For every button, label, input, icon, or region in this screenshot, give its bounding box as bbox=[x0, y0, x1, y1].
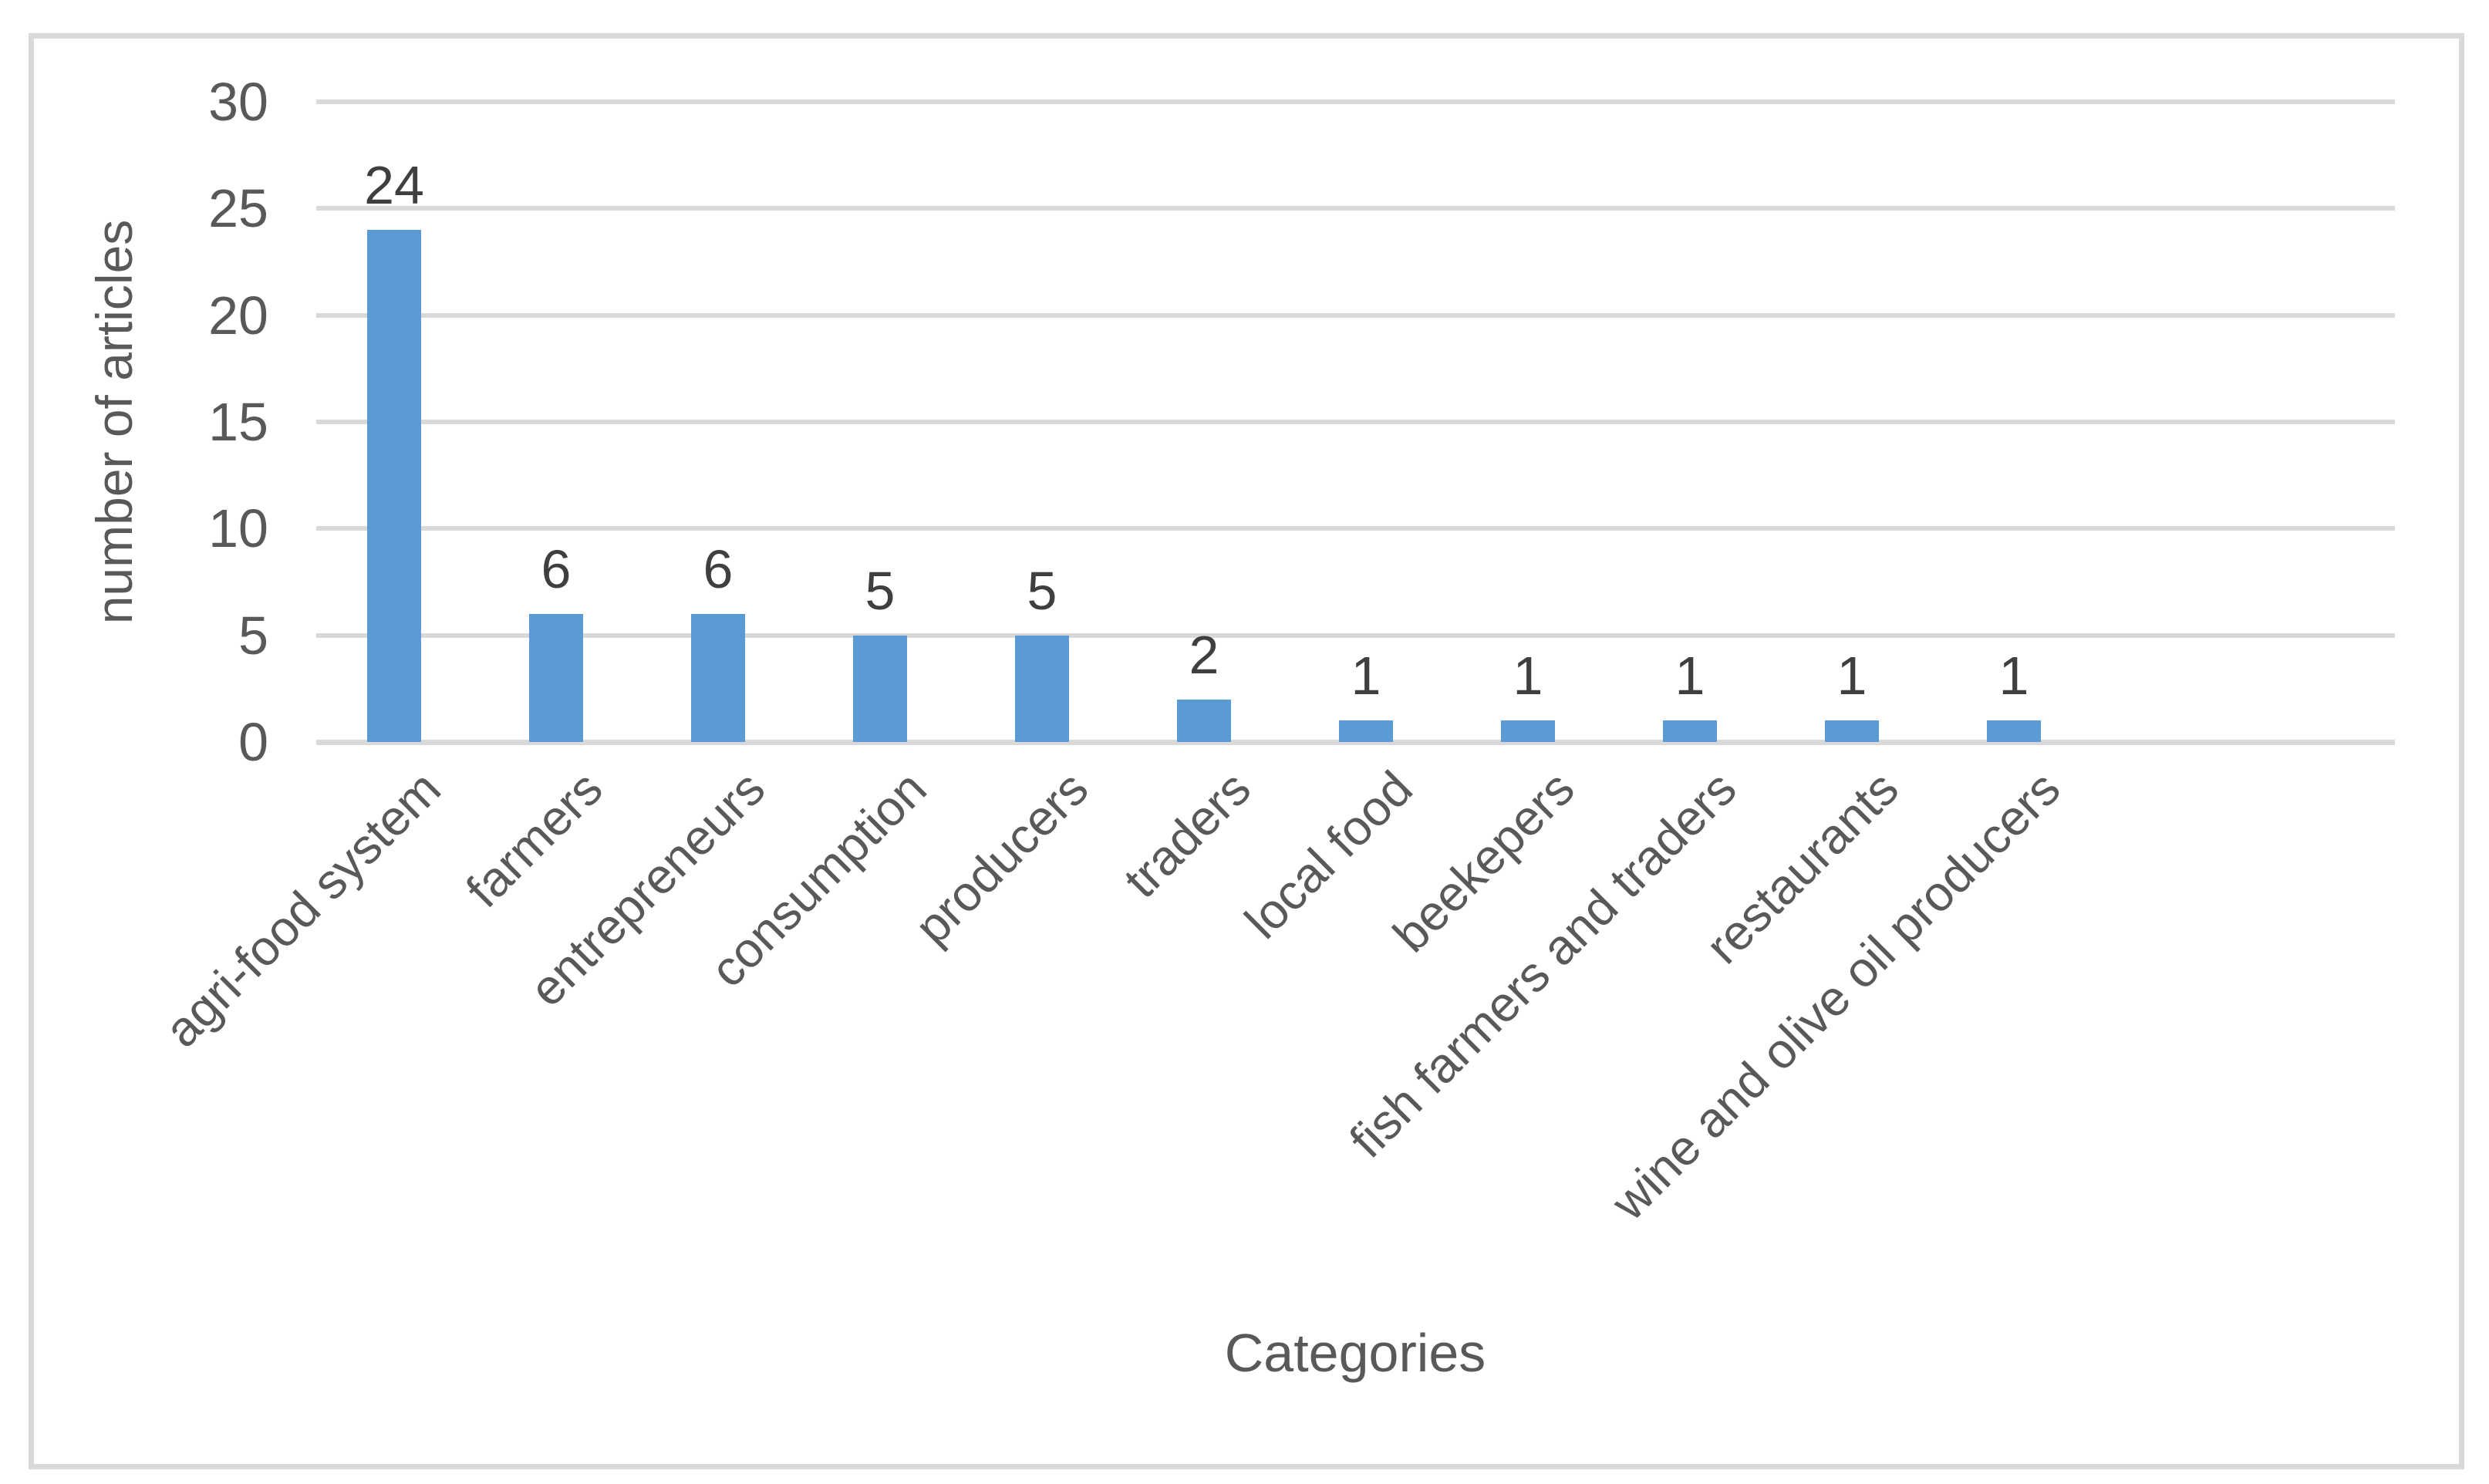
bar-value-label: 5 bbox=[865, 560, 895, 621]
bar bbox=[367, 230, 421, 742]
gridline-y-30 bbox=[316, 99, 2395, 104]
bar-value-label: 6 bbox=[541, 539, 572, 599]
gridline-y-15 bbox=[316, 420, 2395, 424]
bar bbox=[1825, 720, 1879, 742]
bar-value-label: 1 bbox=[1675, 646, 1705, 707]
bar bbox=[1987, 720, 2041, 742]
bar-value-label: 2 bbox=[1189, 624, 1219, 685]
x-category-label: traders bbox=[1113, 760, 1261, 909]
bar bbox=[1501, 720, 1555, 742]
chart-frame bbox=[29, 33, 2464, 1469]
gridline-y-10 bbox=[316, 526, 2395, 531]
bar-value-label: 1 bbox=[1513, 646, 1543, 707]
y-tick-label-30: 30 bbox=[208, 72, 268, 132]
bar bbox=[1015, 635, 1069, 742]
y-tick-label-15: 15 bbox=[208, 392, 268, 452]
gridline-y-20 bbox=[316, 312, 2395, 318]
x-axis-line bbox=[316, 740, 2395, 745]
bar-value-label: 1 bbox=[1351, 646, 1381, 707]
bar-value-label: 6 bbox=[703, 539, 734, 599]
bar bbox=[691, 614, 745, 742]
y-tick-label-5: 5 bbox=[238, 605, 268, 666]
bar bbox=[529, 614, 583, 742]
gridline-y-5 bbox=[316, 632, 2395, 638]
bar-value-label: 1 bbox=[1998, 646, 2029, 707]
bar-value-label: 24 bbox=[364, 155, 424, 215]
bar bbox=[1177, 699, 1231, 742]
bar-value-label: 1 bbox=[1836, 646, 1867, 707]
bar-value-label: 5 bbox=[1027, 560, 1057, 621]
y-tick-label-0: 0 bbox=[238, 712, 268, 772]
bar bbox=[853, 635, 907, 742]
bar bbox=[1663, 720, 1717, 742]
gridline-y-25 bbox=[316, 206, 2395, 211]
y-tick-label-10: 10 bbox=[208, 498, 268, 559]
y-tick-label-20: 20 bbox=[208, 285, 268, 346]
y-tick-label-25: 25 bbox=[208, 178, 268, 239]
x-axis-title: Categories bbox=[1224, 1323, 1486, 1383]
bar bbox=[1339, 720, 1393, 742]
x-category-label: farmers bbox=[455, 760, 613, 919]
x-category-label: agri-food system bbox=[153, 760, 451, 1058]
x-category-label: producers bbox=[904, 760, 1099, 956]
